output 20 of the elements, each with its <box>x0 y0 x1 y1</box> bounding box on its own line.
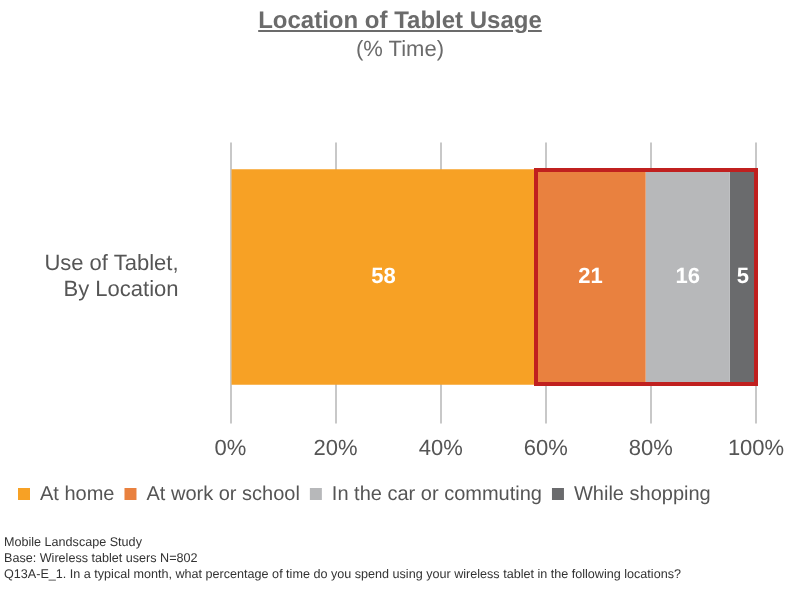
chart-subtitle: (% Time) <box>354 38 446 62</box>
data-label: 16 <box>675 265 700 290</box>
x-tick-label: 80% <box>628 436 674 461</box>
legend-label: While shopping <box>573 483 711 506</box>
data-label: 58 <box>371 265 396 290</box>
data-label: 5 <box>736 265 749 290</box>
bar <box>645 169 730 385</box>
bar <box>535 169 646 385</box>
y-tick-label: Use of Tablet, By Location <box>44 251 179 303</box>
x-tick-label: 0% <box>214 436 247 461</box>
legend-label: At home <box>40 483 116 506</box>
legend-label: In the car or commuting <box>331 483 542 506</box>
bar <box>231 169 536 385</box>
x-tick-label: 40% <box>418 436 464 461</box>
chart-title: Location of Tablet Usage <box>256 6 544 34</box>
x-tick-label: 20% <box>313 436 359 461</box>
x-tick-label: 100% <box>727 436 785 461</box>
legend-label: At work or school <box>146 483 300 506</box>
data-label: 21 <box>578 265 603 290</box>
x-tick-label: 60% <box>523 436 569 461</box>
